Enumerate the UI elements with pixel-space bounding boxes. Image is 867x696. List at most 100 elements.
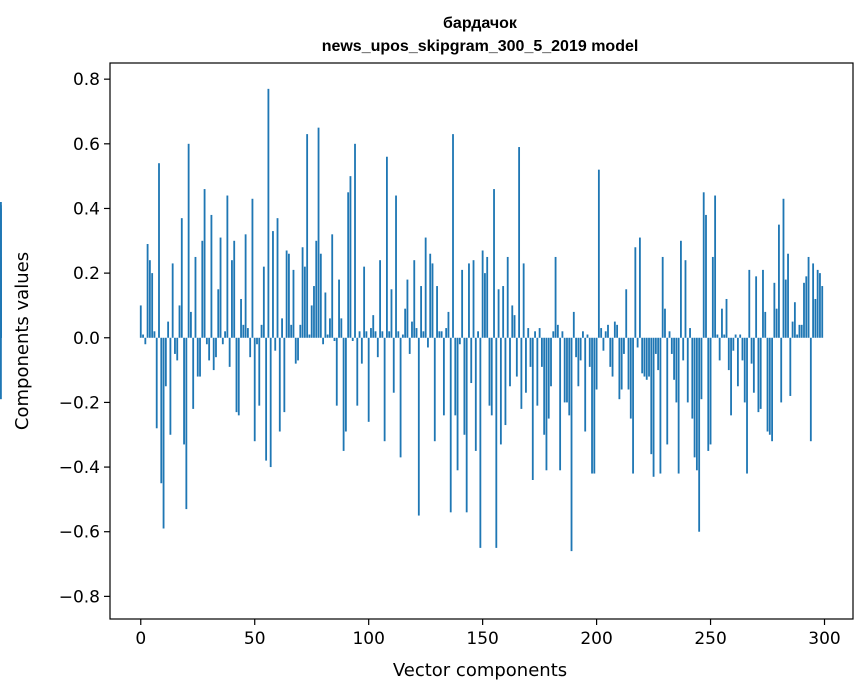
bar bbox=[748, 269, 751, 338]
bar bbox=[588, 337, 591, 367]
bar bbox=[641, 337, 644, 374]
bar bbox=[597, 169, 600, 338]
bar bbox=[782, 198, 785, 338]
bar bbox=[440, 331, 443, 338]
bar bbox=[333, 337, 336, 341]
bar bbox=[762, 269, 764, 338]
bar bbox=[468, 263, 470, 338]
bar bbox=[465, 337, 468, 513]
y-axis-ticks: −0.8 −0.6 −0.4 −0.2 0.0 0.2 0.4 0.6 0.8 bbox=[59, 70, 110, 607]
bar bbox=[789, 337, 792, 396]
bar bbox=[591, 337, 593, 474]
bar bbox=[796, 334, 799, 338]
bar bbox=[511, 305, 514, 338]
bar bbox=[654, 337, 657, 354]
bar bbox=[716, 334, 719, 338]
y-tick-label: 0.0 bbox=[73, 329, 100, 349]
plot-frame bbox=[109, 62, 854, 620]
bar bbox=[506, 256, 509, 338]
bar bbox=[301, 247, 304, 338]
bar bbox=[657, 337, 660, 371]
bar bbox=[146, 244, 149, 338]
bar bbox=[370, 328, 372, 338]
bar bbox=[479, 337, 482, 548]
bar bbox=[787, 253, 789, 338]
bar bbox=[351, 337, 354, 341]
bar bbox=[700, 337, 703, 400]
bar bbox=[192, 337, 195, 409]
bar bbox=[454, 337, 457, 416]
x-tick-label: 300 bbox=[808, 629, 840, 649]
bar bbox=[447, 311, 450, 338]
bar bbox=[390, 289, 393, 338]
bar bbox=[313, 286, 315, 338]
bar bbox=[308, 334, 311, 338]
bar bbox=[422, 331, 425, 338]
bar bbox=[677, 337, 680, 474]
bar bbox=[399, 337, 402, 458]
bar bbox=[602, 337, 605, 351]
bar bbox=[303, 266, 306, 338]
bar bbox=[294, 337, 297, 364]
bar bbox=[638, 237, 641, 338]
bar bbox=[379, 260, 381, 338]
bar bbox=[693, 337, 696, 458]
bar bbox=[561, 331, 564, 338]
bar bbox=[155, 337, 158, 429]
bar bbox=[226, 195, 229, 338]
bar bbox=[253, 337, 256, 442]
bar bbox=[194, 256, 197, 338]
bar bbox=[395, 195, 397, 338]
bar bbox=[515, 337, 518, 377]
bar bbox=[265, 337, 268, 461]
bar bbox=[736, 337, 739, 387]
bar bbox=[486, 256, 489, 338]
bar bbox=[297, 337, 299, 361]
bar bbox=[661, 256, 664, 338]
bar bbox=[290, 324, 293, 338]
bar bbox=[474, 337, 477, 451]
bar bbox=[240, 298, 242, 338]
bar bbox=[814, 298, 817, 338]
bar bbox=[164, 337, 167, 387]
bar bbox=[176, 337, 179, 361]
bar bbox=[436, 286, 438, 338]
x-tick-label: 100 bbox=[352, 629, 384, 649]
bar bbox=[381, 331, 384, 338]
bar bbox=[620, 337, 623, 390]
bar bbox=[406, 279, 409, 338]
bar bbox=[269, 337, 272, 468]
y-tick-label: −0.2 bbox=[59, 393, 100, 413]
bar bbox=[499, 337, 502, 445]
bar bbox=[324, 292, 327, 338]
bar bbox=[550, 337, 552, 387]
bar bbox=[673, 337, 675, 380]
bar bbox=[431, 263, 434, 338]
bar bbox=[554, 256, 557, 338]
bar bbox=[142, 334, 144, 338]
bar bbox=[675, 337, 678, 403]
bar bbox=[568, 337, 571, 416]
bar bbox=[415, 328, 418, 338]
bar bbox=[224, 331, 226, 338]
bar bbox=[153, 331, 156, 338]
bar bbox=[139, 305, 142, 338]
bar bbox=[310, 305, 313, 338]
bar bbox=[739, 334, 742, 338]
bar bbox=[217, 289, 220, 338]
bar bbox=[199, 337, 201, 377]
bar bbox=[668, 331, 671, 338]
bar bbox=[803, 282, 805, 338]
bar bbox=[171, 263, 174, 338]
bar bbox=[201, 240, 204, 338]
bar bbox=[711, 256, 714, 338]
bar bbox=[244, 234, 247, 338]
bar bbox=[618, 337, 621, 400]
bar bbox=[272, 231, 274, 338]
bar bbox=[148, 260, 151, 338]
bar bbox=[317, 127, 320, 338]
bar bbox=[529, 337, 532, 367]
bar bbox=[490, 337, 493, 416]
bar bbox=[771, 337, 773, 442]
bar bbox=[424, 237, 427, 338]
